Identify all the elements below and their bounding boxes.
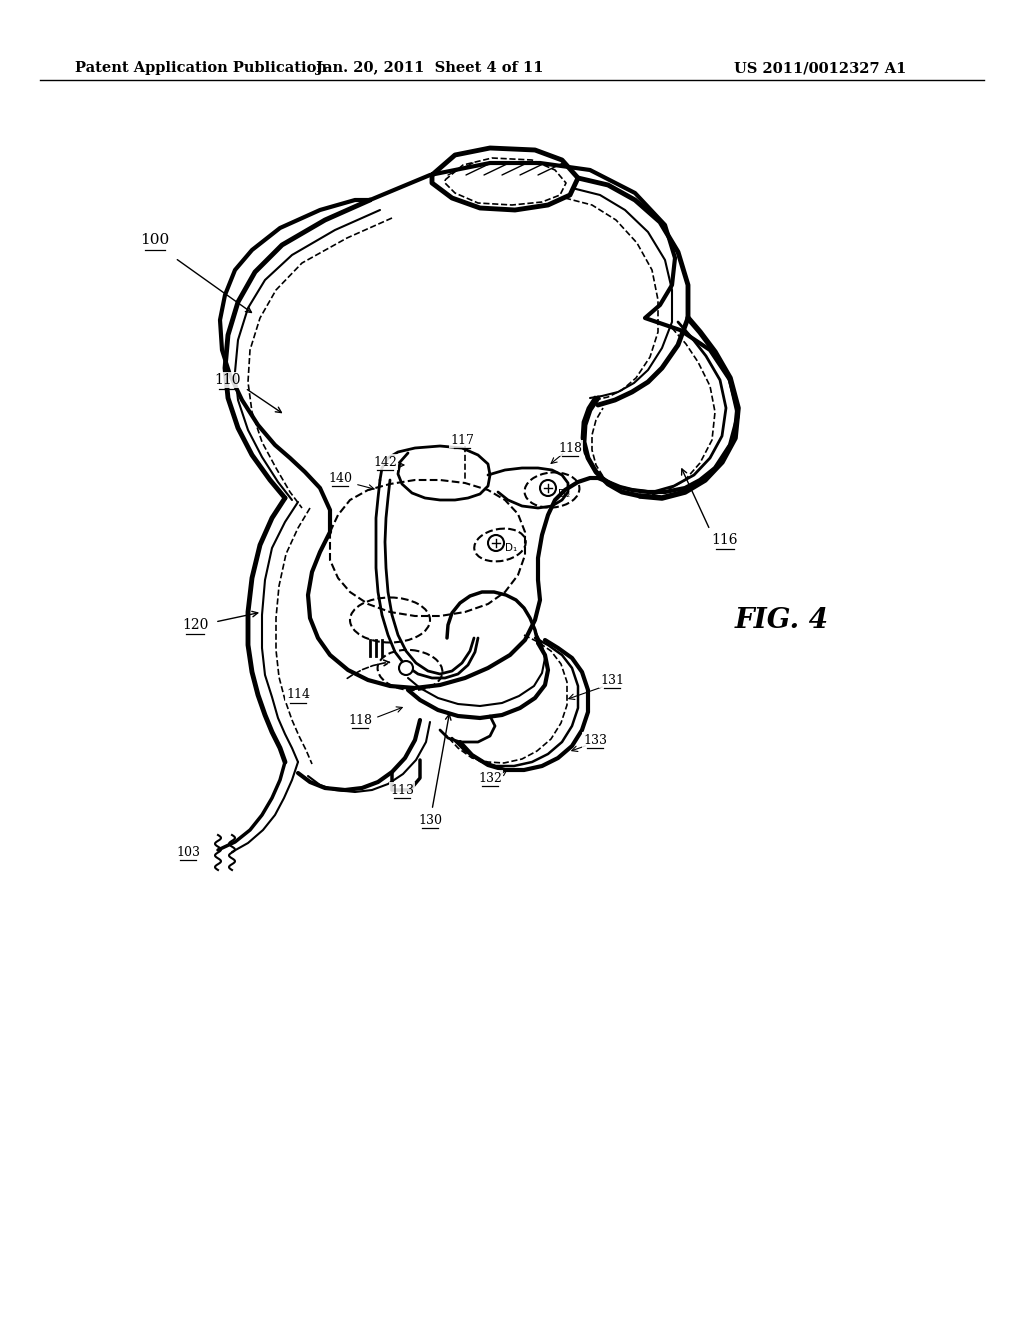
Text: Jan. 20, 2011  Sheet 4 of 11: Jan. 20, 2011 Sheet 4 of 11 bbox=[316, 61, 544, 75]
Text: 103: 103 bbox=[176, 846, 200, 858]
Text: US 2011/0012327 A1: US 2011/0012327 A1 bbox=[734, 61, 906, 75]
Text: 118: 118 bbox=[348, 714, 372, 726]
Text: 132: 132 bbox=[478, 771, 502, 784]
Text: FIG. 4: FIG. 4 bbox=[735, 606, 829, 634]
Text: 117: 117 bbox=[451, 433, 474, 446]
Circle shape bbox=[540, 480, 556, 496]
Text: 116: 116 bbox=[712, 533, 738, 546]
Text: 133: 133 bbox=[583, 734, 607, 747]
Text: 140: 140 bbox=[328, 471, 352, 484]
Text: 100: 100 bbox=[140, 234, 170, 247]
Text: 131: 131 bbox=[600, 673, 624, 686]
Text: D₂: D₂ bbox=[558, 488, 570, 499]
Text: 120: 120 bbox=[182, 618, 208, 632]
Text: 142: 142 bbox=[373, 455, 397, 469]
Text: Patent Application Publication: Patent Application Publication bbox=[75, 61, 327, 75]
Circle shape bbox=[399, 661, 413, 675]
Text: 110: 110 bbox=[215, 374, 242, 387]
Text: 113: 113 bbox=[390, 784, 414, 796]
Circle shape bbox=[488, 535, 504, 550]
Text: 130: 130 bbox=[418, 813, 442, 826]
Text: D₁: D₁ bbox=[505, 543, 517, 553]
Text: 118: 118 bbox=[558, 441, 582, 454]
Text: 114: 114 bbox=[286, 689, 310, 701]
